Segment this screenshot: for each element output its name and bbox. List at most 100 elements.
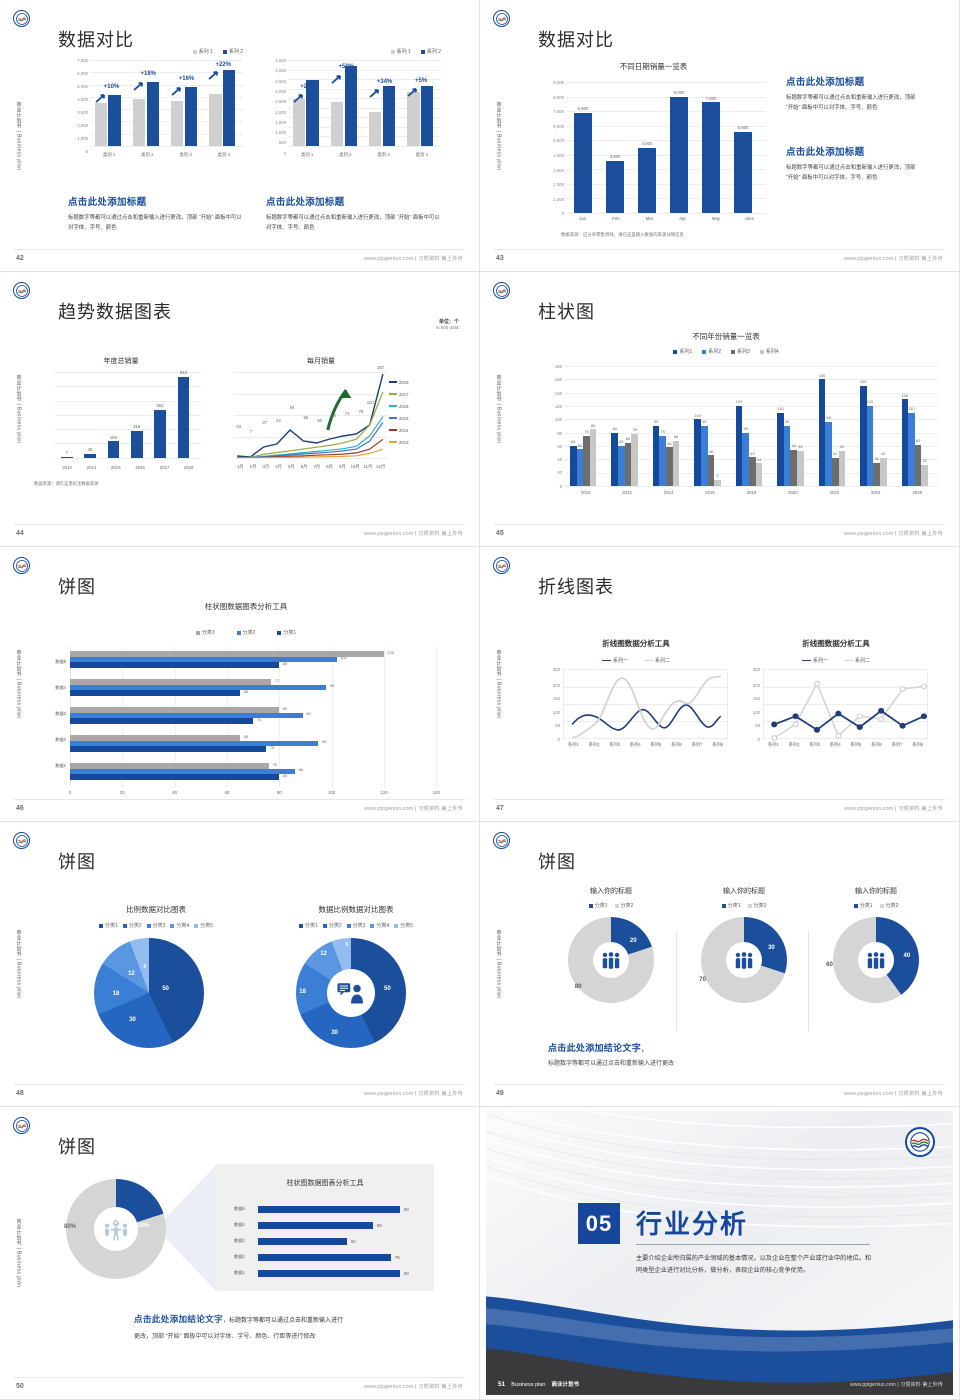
bar-value-label: 42 bbox=[833, 451, 838, 457]
bar bbox=[659, 436, 667, 486]
x-axis: 类别 1 类别 2 类别 3 类别 4 bbox=[103, 152, 230, 157]
bar bbox=[70, 774, 280, 780]
footer-text: www.ppigenius.com | 习惯资料 第上外传 bbox=[364, 1091, 463, 1097]
page-title: 数据对比 bbox=[58, 30, 134, 50]
page-number: 51 bbox=[498, 1381, 506, 1388]
bar-value-label: 90 bbox=[654, 419, 659, 425]
bar bbox=[838, 450, 846, 486]
page-number: 46 bbox=[16, 805, 24, 812]
legend-item: 系列2 bbox=[702, 348, 721, 355]
block-body: 标题数字等都可以通过点击和重新输入进行更改，顶部 “开始” 面板中可以对字体、字… bbox=[786, 95, 916, 111]
section-body: 主要介绍企业所归属的产业领域的基本情况，以及企业在整个产业或行业中的地位。和同类… bbox=[636, 1255, 872, 1275]
text-block-1: 点击此处添加标题 标题数字等都可以通过点击和重新输入进行更改，顶部 “开始” 面… bbox=[786, 74, 921, 113]
page-number: 45 bbox=[496, 530, 504, 537]
x-axis: 系列1 系列2 系列3 系列4 系列5 系列6 系列7 系列8 bbox=[767, 742, 924, 747]
footer-cn: 商业计划书 bbox=[551, 1382, 579, 1388]
legend-item: 分类2 bbox=[236, 629, 255, 636]
slice-value: 20 bbox=[629, 937, 637, 944]
people-group-icon bbox=[735, 951, 753, 969]
bar-value-label: 86 bbox=[298, 767, 303, 773]
slide-49: 商业计划书 | Business plan 饼图 输入你的标题 分类1 分类2 bbox=[480, 822, 960, 1107]
bar-row: 数据5 80 bbox=[234, 1205, 409, 1213]
bar-value-label: 96 bbox=[826, 415, 831, 421]
background-swoosh bbox=[486, 1111, 953, 1395]
chart-title: 柱状图数据图表分析工具 bbox=[286, 1180, 364, 1187]
legend-item: 系列二 bbox=[644, 657, 670, 664]
growth-arrow-icon bbox=[133, 81, 143, 91]
bar bbox=[624, 442, 632, 486]
slice-label: 80% bbox=[64, 1224, 77, 1230]
bar-row: 数据1 80 bbox=[234, 1269, 409, 1277]
slice-value: 40 bbox=[903, 953, 911, 960]
y-axis: 数据5 数据4 数据3 数据2 数据1 bbox=[55, 659, 66, 768]
legend-item: 分类4 bbox=[370, 922, 389, 929]
bar-value-label: 75 bbox=[269, 744, 275, 750]
bar bbox=[825, 422, 832, 486]
legend-item: 分类5 bbox=[394, 922, 413, 929]
delta-label: +10% bbox=[103, 84, 120, 91]
chart-42-b: 系列 1 系列 2 +25% +50% + bbox=[275, 49, 441, 157]
bar bbox=[790, 450, 798, 486]
legend-item: 系列一 bbox=[801, 657, 828, 664]
bar bbox=[70, 656, 337, 663]
delta-label: +16% bbox=[178, 76, 195, 83]
legend-item: 2014 bbox=[389, 424, 419, 436]
bar-value-label: 89 bbox=[306, 711, 311, 717]
bar bbox=[70, 684, 327, 691]
bar bbox=[818, 379, 826, 486]
bar bbox=[611, 432, 619, 486]
chart-47-b: 250 200 150 100 50 0 bbox=[748, 667, 928, 759]
conclusion-block: 点击此处添加结论文字， 标题数字等都可以通过点击和重新输入进行更改 bbox=[548, 1038, 848, 1070]
slide-45: 商业计划书 | Business plan 柱状图 不同年份销量一览表 系列1 … bbox=[480, 272, 960, 547]
footer-text: www.ppigenius.com | 习惯资料 第上外传 bbox=[844, 806, 943, 812]
chart-title-left: 年度总销量 bbox=[103, 358, 139, 365]
legend-item: 系列 1 bbox=[390, 48, 411, 55]
section-number: 05 bbox=[585, 1210, 613, 1236]
bar-value-label: 42 bbox=[881, 451, 886, 457]
chart-source-note: 数据来源：应分率零售用效，请在这里输入数据的来源详情信息 bbox=[561, 232, 684, 237]
chart-title-left: 折线图数据分析工具 bbox=[602, 639, 670, 648]
page-number: 43 bbox=[496, 255, 504, 262]
legend-item: 分类2 bbox=[747, 902, 766, 909]
school-crest-logo bbox=[493, 282, 510, 299]
bar bbox=[777, 412, 784, 486]
bar-value-label: 90 bbox=[784, 419, 790, 425]
bar bbox=[797, 450, 804, 486]
slice-value: 30 bbox=[331, 1030, 338, 1037]
page-title: 饼图 bbox=[58, 1137, 96, 1157]
delta-label: +22% bbox=[215, 61, 231, 68]
conclusion-heading: 点击此处添加结论文字 bbox=[134, 1314, 223, 1324]
chart-title: 输入你的标题 bbox=[590, 888, 632, 895]
slice-value: 80 bbox=[574, 984, 582, 991]
unit-note: 单位：个 in 000 units bbox=[435, 319, 459, 330]
bar-value-label: 75 bbox=[660, 429, 665, 435]
side-label: 商业计划书 | Business plan bbox=[15, 101, 22, 170]
page-number: 48 bbox=[16, 1090, 24, 1097]
slide-footer-left: 51 Business plan 商业计划书 bbox=[498, 1380, 579, 1388]
chart-title: 输入你的标题 bbox=[855, 888, 897, 895]
bar bbox=[735, 406, 743, 486]
school-crest-logo bbox=[13, 832, 30, 849]
legend-item: 分类3 bbox=[146, 922, 165, 929]
legend-item: 分类2 bbox=[322, 922, 342, 929]
legend-item: 2018 bbox=[389, 376, 419, 388]
bar bbox=[873, 462, 880, 486]
block-heading: 点击此处添加标题 bbox=[266, 197, 345, 208]
bar-value-label: 80 bbox=[282, 772, 288, 778]
plot-area bbox=[563, 669, 728, 739]
slice-value: 30 bbox=[768, 945, 775, 952]
bar-row: 数据4 65 bbox=[234, 1221, 382, 1229]
bar-value-label: 60 bbox=[571, 439, 576, 445]
bar bbox=[70, 650, 384, 657]
footer-text: www.ppigenius.com | 习惯资料 第上外传 bbox=[364, 531, 463, 537]
bar-value-label: 34 bbox=[756, 456, 762, 462]
chart-42-a: 系列 1 系列 2 +10% bbox=[77, 49, 243, 157]
bar bbox=[70, 712, 303, 719]
bar-value-label: 65 bbox=[243, 733, 249, 739]
plot-area: +10% +18% +16% +22% bbox=[90, 60, 243, 147]
bar-value-label: 90 bbox=[702, 419, 707, 425]
bar bbox=[70, 662, 280, 668]
growth-arrow-icon bbox=[369, 89, 380, 99]
slide-46: 商业计划书 | Business plan 饼图 柱状图数据图表分析工具 分类3… bbox=[0, 547, 480, 822]
